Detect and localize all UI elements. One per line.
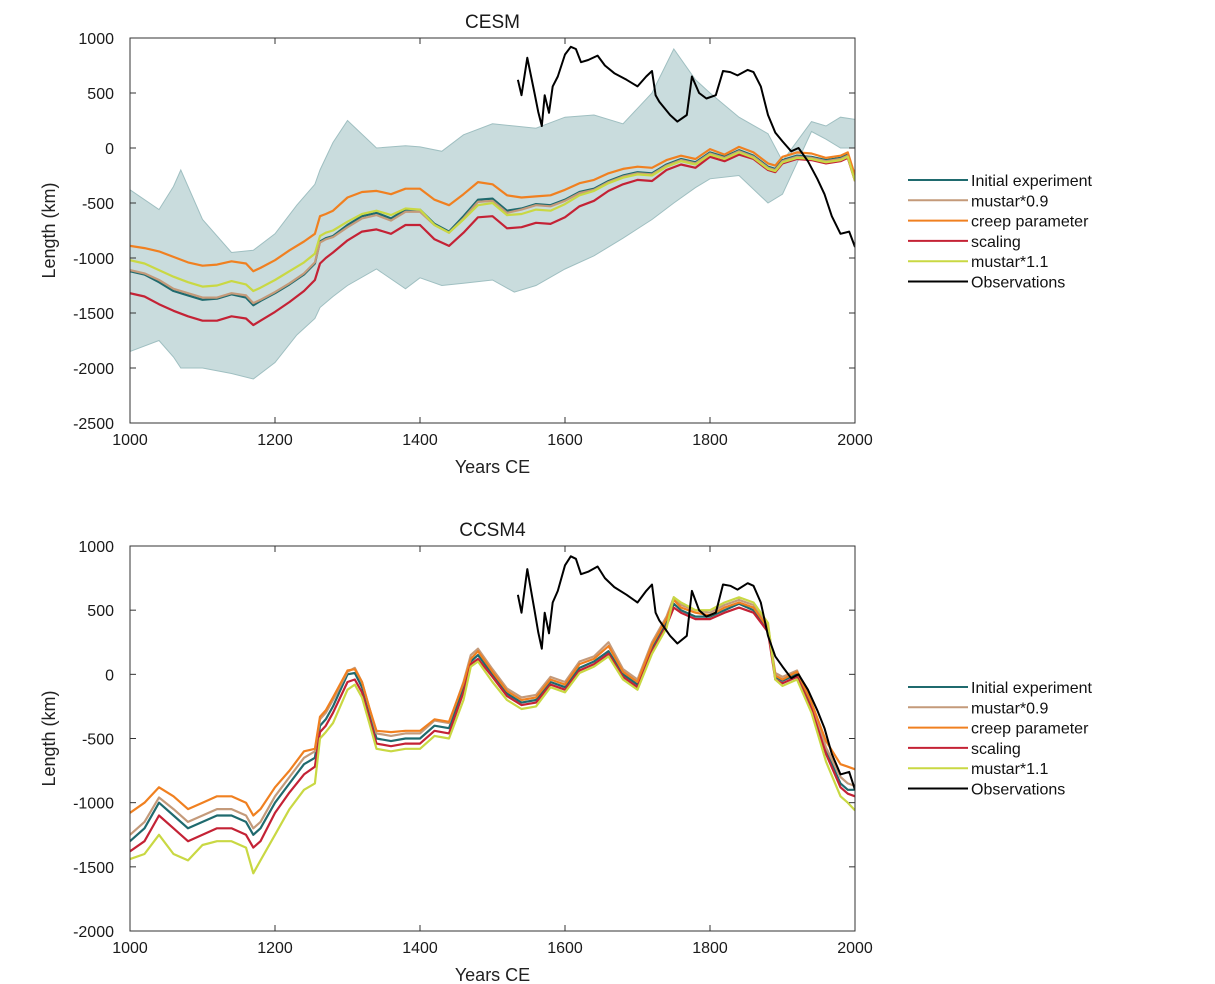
- y-tick-label: 0: [105, 141, 114, 158]
- legend-label: mustar*1.1: [971, 254, 1048, 271]
- plot-frame: [129, 37, 856, 424]
- y-tick-label: -2000: [73, 361, 114, 378]
- x-tick-label: 1200: [257, 940, 293, 957]
- x-axis-label: Years CE: [455, 457, 530, 477]
- x-tick-label: 1800: [692, 940, 728, 957]
- x-tick-label: 1600: [547, 940, 583, 957]
- series-line-creep-parameter: [130, 598, 855, 817]
- legend-label: creep parameter: [971, 721, 1089, 738]
- y-tick-label: -2500: [73, 416, 114, 433]
- y-tick-label: -500: [82, 732, 114, 749]
- legend-label: scaling: [971, 741, 1021, 758]
- x-tick-label: 1000: [112, 432, 148, 449]
- legend: Initial experiment mustar*0.9 creep parame…: [908, 680, 1093, 799]
- legend-label: mustar*1.1: [971, 761, 1048, 778]
- y-tick-label: 0: [105, 667, 114, 684]
- x-tick-label: 1400: [402, 940, 438, 957]
- series-line-scaling: [130, 606, 855, 853]
- y-axis-label: Length (km): [39, 182, 59, 278]
- chart-panel-cesm: 1000 1200 1400 1600 1800 2000 -2500 -2000 -1500 -…: [39, 12, 1093, 477]
- series-line-initial-experiment: [130, 602, 855, 843]
- legend-label: Observations: [971, 275, 1065, 292]
- series-line-mustar-1-1: [130, 596, 855, 875]
- plot-frame: [129, 545, 856, 932]
- legend-label: scaling: [971, 234, 1021, 251]
- ensemble-envelope: [130, 48, 855, 380]
- series-line-creep-parameter: [130, 145, 855, 273]
- series-line-mustar-1-1: [130, 151, 855, 293]
- chart-panel-ccsm4: 1000 1200 1400 1600 1800 2000 -2000 -1500 -1000 -…: [39, 520, 1093, 984]
- y-tick-label: -1000: [73, 251, 114, 268]
- x-tick-label: 1200: [257, 432, 293, 449]
- x-tick-label: 1800: [692, 432, 728, 449]
- x-axis-label: Years CE: [455, 965, 530, 984]
- series-line-observations: [516, 555, 855, 791]
- x-tick-label: 2000: [837, 432, 873, 449]
- legend-label: Initial experiment: [971, 173, 1093, 190]
- y-tick-label: -1000: [73, 796, 114, 813]
- y-tick-label: -2000: [73, 924, 114, 941]
- series-line-observations: [516, 45, 855, 248]
- y-axis-label: Length (km): [39, 690, 59, 786]
- y-tick-label: -500: [82, 196, 114, 213]
- y-tick-label: 1000: [78, 539, 114, 556]
- series-line-scaling: [130, 153, 855, 327]
- legend-label: Initial experiment: [971, 680, 1093, 697]
- y-tick-label: 500: [87, 603, 114, 620]
- legend: Initial experiment mustar*0.9 creep parame…: [908, 173, 1093, 292]
- x-tick-label: 1400: [402, 432, 438, 449]
- y-tick-label: -1500: [73, 306, 114, 323]
- y-tick-label: 1000: [78, 31, 114, 48]
- legend-label: mustar*0.9: [971, 700, 1048, 717]
- legend-label: mustar*0.9: [971, 193, 1048, 210]
- x-tick-label: 2000: [837, 940, 873, 957]
- y-tick-label: 500: [87, 86, 114, 103]
- y-tick-label: -1500: [73, 860, 114, 877]
- legend-label: Observations: [971, 782, 1065, 799]
- legend-label: creep parameter: [971, 214, 1089, 231]
- chart-title: CESM: [465, 12, 520, 33]
- x-tick-label: 1600: [547, 432, 583, 449]
- x-tick-label: 1000: [112, 940, 148, 957]
- chart-title: CCSM4: [459, 520, 526, 541]
- series-line-mustar-0-9: [130, 596, 855, 836]
